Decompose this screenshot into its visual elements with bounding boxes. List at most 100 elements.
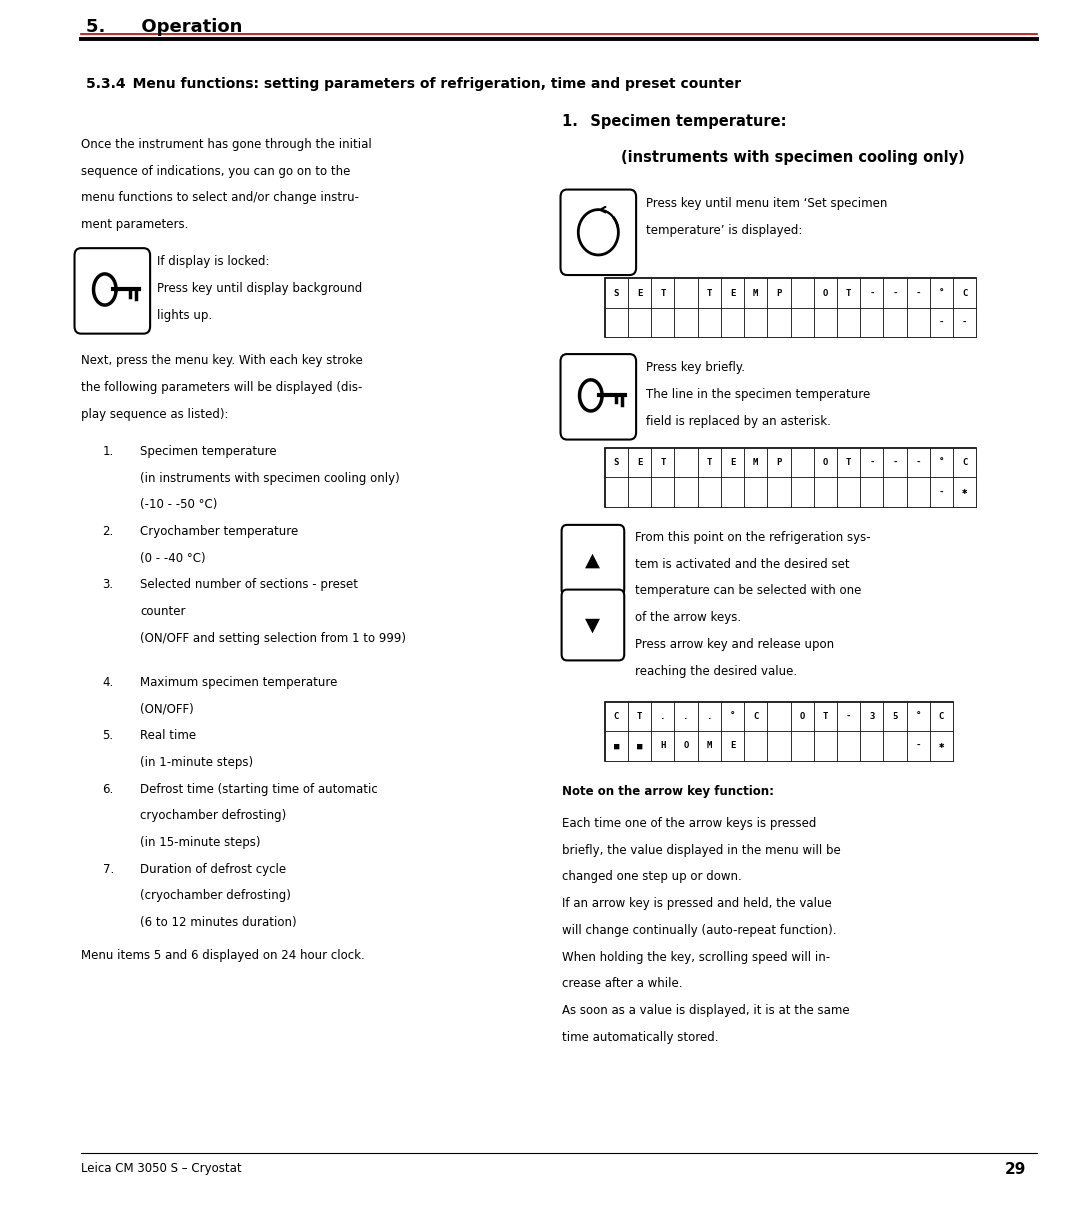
Bar	[814, 278, 837, 308]
Bar	[954, 308, 976, 337]
Text: E: E	[730, 741, 735, 751]
Text: lights up.: lights up.	[157, 309, 212, 322]
Text: Next, press the menu key. With each key stroke: Next, press the menu key. With each key …	[81, 354, 363, 368]
Text: 6.: 6.	[103, 783, 113, 796]
Text: T: T	[846, 288, 851, 298]
Bar	[861, 731, 883, 761]
Text: ▲: ▲	[585, 551, 600, 570]
Bar	[674, 702, 698, 731]
Bar	[791, 477, 814, 507]
Bar	[605, 448, 976, 507]
Bar	[907, 731, 930, 761]
Bar	[744, 702, 767, 731]
Text: 2.: 2.	[103, 525, 113, 538]
Bar	[814, 477, 837, 507]
Bar	[767, 731, 791, 761]
Text: (in instruments with specimen cooling only): (in instruments with specimen cooling on…	[140, 471, 401, 485]
Text: 5.3.4 Menu functions: setting parameters of refrigeration, time and preset count: 5.3.4 Menu functions: setting parameters…	[86, 77, 742, 90]
Text: C: C	[753, 712, 758, 722]
Bar	[814, 308, 837, 337]
FancyBboxPatch shape	[561, 189, 636, 275]
Bar	[674, 278, 698, 308]
Bar	[698, 278, 721, 308]
Bar	[605, 477, 629, 507]
Text: T: T	[660, 458, 665, 468]
Text: -: -	[916, 288, 921, 298]
Bar	[698, 702, 721, 731]
Bar	[883, 731, 907, 761]
Bar	[861, 702, 883, 731]
Text: field is replaced by an asterisk.: field is replaced by an asterisk.	[646, 415, 831, 427]
Bar	[744, 731, 767, 761]
Bar	[721, 278, 744, 308]
Bar	[814, 731, 837, 761]
Text: -: -	[962, 317, 968, 327]
Bar	[721, 448, 744, 477]
Bar	[629, 448, 651, 477]
Text: P: P	[777, 288, 782, 298]
Bar	[767, 448, 791, 477]
Text: 3.: 3.	[103, 579, 113, 591]
Bar	[767, 477, 791, 507]
Text: If display is locked:: If display is locked:	[157, 255, 269, 269]
Text: Duration of defrost cycle: Duration of defrost cycle	[140, 862, 286, 875]
Text: -: -	[892, 288, 897, 298]
Bar	[930, 278, 953, 308]
Text: 4.: 4.	[103, 675, 113, 689]
Bar	[767, 278, 791, 308]
Text: P: P	[777, 458, 782, 468]
Bar	[651, 308, 674, 337]
Text: play sequence as listed):: play sequence as listed):	[81, 408, 229, 420]
Text: 5.  Operation: 5. Operation	[86, 18, 243, 37]
Text: the following parameters will be displayed (dis-: the following parameters will be display…	[81, 381, 363, 394]
Bar	[883, 278, 907, 308]
Text: Each time one of the arrow keys is pressed: Each time one of the arrow keys is press…	[562, 817, 816, 830]
Bar	[629, 477, 651, 507]
Bar	[605, 278, 629, 308]
Text: T: T	[846, 458, 851, 468]
Bar	[605, 308, 629, 337]
Text: If an arrow key is pressed and held, the value: If an arrow key is pressed and held, the…	[562, 897, 832, 910]
Text: C: C	[939, 712, 944, 722]
Bar	[651, 477, 674, 507]
Text: T: T	[706, 458, 712, 468]
Bar	[791, 448, 814, 477]
Bar	[605, 702, 954, 761]
Bar	[605, 278, 976, 337]
Bar	[837, 702, 860, 731]
Text: Note on the arrow key function:: Note on the arrow key function:	[562, 785, 773, 799]
Bar	[930, 448, 953, 477]
Text: °: °	[916, 712, 921, 722]
Text: counter: counter	[140, 606, 186, 618]
Bar	[837, 448, 860, 477]
Text: cryochamber defrosting): cryochamber defrosting)	[140, 810, 286, 822]
Text: (instruments with specimen cooling only): (instruments with specimen cooling only)	[621, 150, 964, 165]
Text: O: O	[684, 741, 689, 751]
Text: T: T	[823, 712, 828, 722]
Text: Press key briefly.: Press key briefly.	[646, 361, 745, 375]
Text: reaching the desired value.: reaching the desired value.	[635, 664, 797, 678]
Bar	[651, 702, 674, 731]
Bar	[674, 477, 698, 507]
Text: -: -	[869, 458, 875, 468]
Text: -: -	[916, 741, 921, 751]
Text: tem is activated and the desired set: tem is activated and the desired set	[635, 558, 850, 570]
Bar	[629, 308, 651, 337]
Text: -: -	[892, 458, 897, 468]
Text: crease after a while.: crease after a while.	[562, 977, 683, 990]
Bar	[651, 448, 674, 477]
Text: M: M	[706, 741, 712, 751]
Text: sequence of indications, you can go on to the: sequence of indications, you can go on t…	[81, 165, 350, 178]
Text: (-10 - -50 °C): (-10 - -50 °C)	[140, 498, 218, 512]
Bar	[907, 448, 930, 477]
Bar	[907, 278, 930, 308]
Text: Selected number of sections - preset: Selected number of sections - preset	[140, 579, 359, 591]
Bar	[814, 448, 837, 477]
Text: When holding the key, scrolling speed will in-: When holding the key, scrolling speed wi…	[562, 950, 829, 963]
Text: M: M	[753, 288, 758, 298]
Text: 29: 29	[1004, 1162, 1026, 1177]
Text: C: C	[962, 458, 968, 468]
Text: (6 to 12 minutes duration): (6 to 12 minutes duration)	[140, 916, 297, 929]
Bar	[791, 702, 814, 731]
Text: .: .	[660, 712, 665, 722]
